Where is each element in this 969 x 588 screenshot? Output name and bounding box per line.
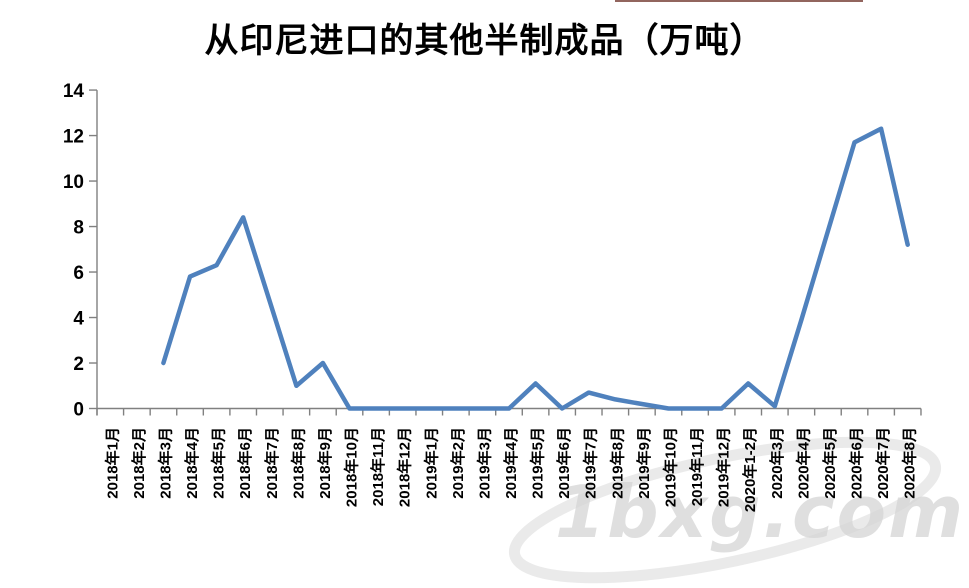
x-tick-label: 2019年6月 (555, 427, 573, 499)
x-tick-label: 2019年10月 (661, 427, 679, 507)
x-tick-label: 2020年1-2月 (741, 427, 759, 512)
y-tick-label: 2 (73, 354, 84, 375)
x-tick-label: 2020年7月 (874, 427, 892, 499)
x-tick-label: 2020年3月 (768, 427, 786, 499)
x-tick-label: 2020年6月 (848, 427, 866, 499)
x-tick-label: 2018年11月 (369, 427, 387, 506)
x-tick-label: 2018年2月 (130, 427, 148, 499)
y-tick-label: 0 (73, 400, 84, 421)
x-tick-label: 2018年5月 (210, 427, 228, 499)
x-tick-label: 2019年11月 (688, 427, 706, 506)
y-tick-label: 6 (73, 263, 84, 284)
x-tick-label: 2019年3月 (475, 427, 493, 499)
top-edge-artifact (615, 0, 863, 2)
x-tick-label: 2019年8月 (608, 427, 626, 499)
x-tick-label: 2019年9月 (635, 427, 653, 499)
y-tick-label: 10 (63, 172, 84, 193)
x-tick-label: 2018年10月 (343, 427, 361, 507)
x-tick-label: 2018年3月 (156, 427, 174, 499)
x-tick-label: 2019年4月 (502, 427, 520, 499)
y-tick-label: 12 (63, 127, 84, 148)
chart-title: 从印尼进口的其他半制成品（万吨） (204, 22, 765, 60)
x-tick-label: 2018年6月 (236, 427, 254, 499)
x-tick-label: 2020年4月 (794, 427, 812, 499)
x-tick-label: 2018年9月 (316, 427, 334, 499)
x-tick-label: 2018年7月 (263, 427, 281, 499)
x-tick-label: 2018年1月 (103, 427, 121, 499)
x-tick-label: 2019年12月 (715, 427, 733, 507)
x-tick-label: 2018年4月 (183, 427, 201, 499)
y-tick-label: 14 (63, 81, 85, 102)
x-tick-label: 2019年5月 (529, 427, 547, 499)
x-tick-label: 2020年5月 (821, 427, 839, 499)
x-tick-label: 2019年2月 (449, 427, 467, 499)
y-tick-label: 4 (73, 309, 84, 330)
x-tick-label: 2020年8月 (901, 427, 919, 499)
x-tick-label: 2019年7月 (582, 427, 600, 499)
x-tick-label: 2018年8月 (289, 427, 307, 499)
x-tick-label: 2018年12月 (396, 427, 414, 507)
y-tick-label: 8 (73, 218, 84, 239)
data-series-line (161, 126, 910, 411)
x-tick-label: 2019年1月 (422, 427, 440, 499)
